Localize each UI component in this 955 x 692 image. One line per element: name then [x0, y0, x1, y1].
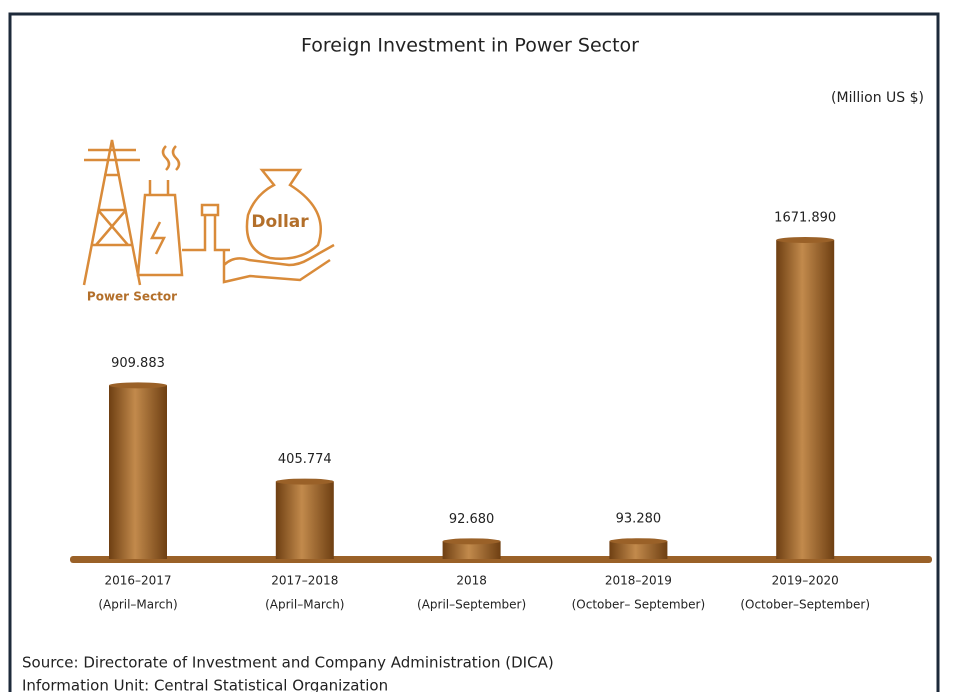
chart-title: Foreign Investment in Power Sector	[301, 35, 639, 57]
x-tick-label: 2018–2019	[605, 574, 672, 588]
bar-top	[109, 382, 167, 388]
bar-top	[276, 479, 334, 485]
unit-label: (Million US $)	[831, 90, 924, 106]
value-label: 93.280	[616, 512, 662, 527]
x-tick-label: (October– September)	[572, 598, 706, 612]
value-label: 909.883	[111, 356, 165, 371]
x-tick-label: 2018	[456, 574, 487, 588]
bar-top	[776, 237, 834, 243]
chart: Foreign Investment in Power Sector (Mill…	[0, 0, 955, 692]
bar	[109, 385, 167, 559]
bar-top	[609, 538, 667, 544]
source-line: Information Unit: Central Statistical Or…	[22, 677, 388, 692]
value-label: 92.680	[449, 512, 495, 527]
value-label: 1671.890	[774, 211, 836, 226]
x-tick-label: (April–March)	[265, 598, 344, 612]
value-label: 405.774	[278, 452, 332, 467]
bar-top	[443, 538, 501, 544]
page: Foreign Investment in Power Sector (Mill…	[0, 0, 955, 692]
x-tick-label: 2017–2018	[271, 574, 338, 588]
x-tick-label: (April–March)	[98, 598, 177, 612]
bar	[276, 482, 334, 559]
icon-label: Power Sector	[87, 290, 177, 304]
x-tick-label: 2016–2017	[104, 574, 171, 588]
x-tick-label: (October–September)	[740, 598, 870, 612]
bar	[776, 240, 834, 559]
icon-label: Dollar	[251, 212, 309, 232]
source-line: Source: Directorate of Investment and Co…	[22, 654, 554, 672]
x-tick-label: 2019–2020	[772, 574, 839, 588]
x-tick-label: (April–September)	[417, 598, 526, 612]
